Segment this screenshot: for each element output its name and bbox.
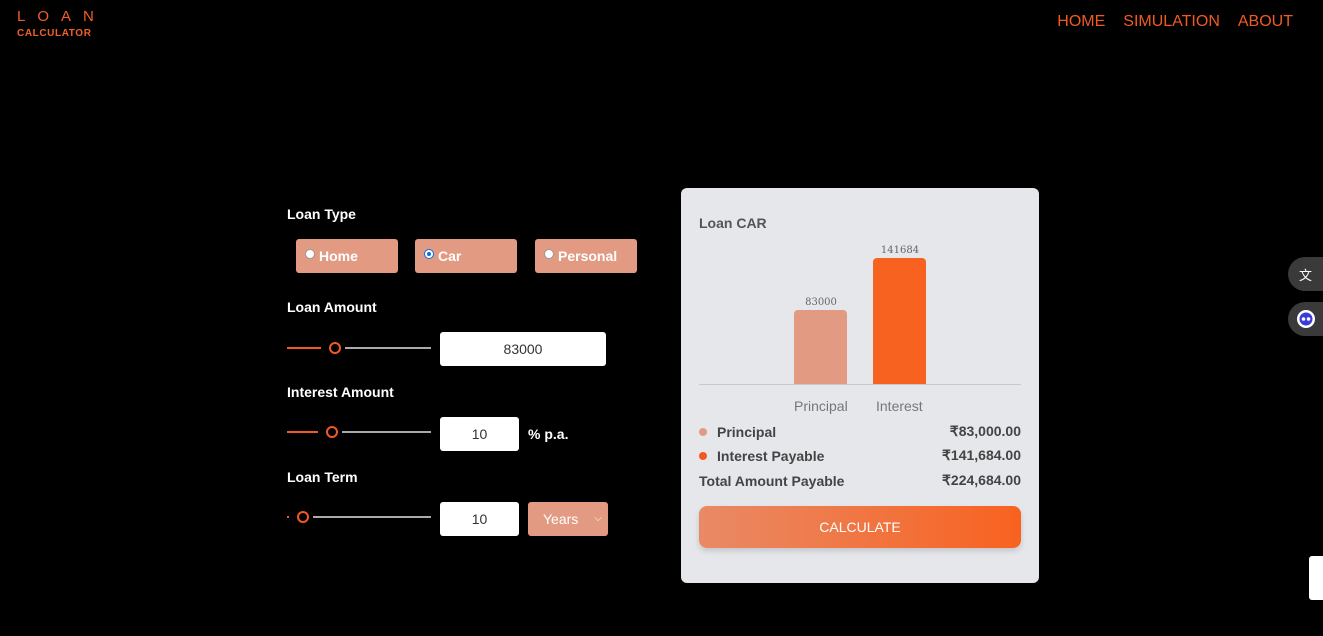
loan-term-slider[interactable]: [287, 510, 431, 524]
calculate-button[interactable]: CALCULATE: [699, 506, 1021, 548]
loan-term-input[interactable]: 10: [440, 502, 519, 536]
term-unit-value: Years: [543, 511, 579, 527]
slider-track: [342, 431, 431, 433]
interest-dot: [699, 451, 707, 460]
interest-row: Interest Payable ₹141,684.00: [699, 447, 1021, 464]
logo-sub: CALCULATOR: [17, 28, 92, 39]
loan-type-label: Loan Type: [287, 206, 356, 222]
x-axis-line: [699, 384, 1021, 385]
radio-personal[interactable]: [544, 249, 554, 259]
slider-fill: [287, 431, 318, 433]
translate-icon: 文: [1298, 267, 1312, 283]
assistant-widget[interactable]: [1288, 302, 1323, 336]
slider-fill: [287, 347, 321, 349]
slider-thumb[interactable]: [329, 342, 341, 354]
loan-type-home-label: Home: [319, 248, 358, 264]
loan-type-home[interactable]: Home: [296, 239, 398, 273]
bar-interest: [873, 258, 926, 384]
result-card: Loan CAR 83000 141684 Principal Interest…: [681, 188, 1039, 583]
nav-about[interactable]: ABOUT: [1237, 13, 1293, 30]
bar-principal: [794, 310, 847, 384]
chevron-down-icon: ⌵: [594, 513, 602, 524]
nav-simulation[interactable]: SIMULATION: [1123, 13, 1220, 30]
radio-car[interactable]: [424, 249, 434, 259]
radio-home[interactable]: [305, 249, 315, 259]
loan-type-personal-label: Personal: [558, 248, 618, 264]
interest-label: Interest Amount: [287, 384, 394, 400]
logo-main: LOAN: [17, 8, 106, 25]
principal-row-value: ₹83,000.00: [949, 423, 1021, 439]
translate-widget[interactable]: 文: [1288, 257, 1323, 291]
loan-amount-label: Loan Amount: [287, 299, 377, 315]
principal-dot: [699, 427, 707, 436]
data-label-principal: 83000: [805, 297, 837, 308]
slider-track: [345, 347, 431, 349]
bar-chart: 83000 141684: [699, 238, 1021, 418]
nav-home[interactable]: HOME: [1057, 13, 1106, 30]
slider-track: [313, 516, 431, 518]
interest-row-label: Interest Payable: [717, 447, 825, 464]
slider-fill: [287, 516, 289, 518]
data-label-interest: 141684: [880, 245, 920, 256]
loan-amount-input[interactable]: 83000: [440, 332, 606, 366]
card-title: Loan CAR: [699, 215, 767, 231]
logo[interactable]: LOAN CALCULATOR: [17, 9, 106, 40]
interest-row-value: ₹141,684.00: [942, 447, 1021, 463]
principal-row-label: Principal: [717, 423, 777, 440]
total-row-value: ₹224,684.00: [942, 472, 1021, 488]
principal-row: Principal ₹83,000.00: [699, 423, 1021, 440]
interest-input[interactable]: 10: [440, 417, 519, 451]
top-nav: HOME SIMULATION ABOUT: [1057, 13, 1293, 31]
slider-thumb[interactable]: [297, 511, 309, 523]
x-tick-principal: Principal: [794, 398, 848, 414]
interest-slider[interactable]: [287, 425, 431, 439]
assistant-icon: [1296, 310, 1315, 328]
x-tick-interest: Interest: [876, 398, 923, 414]
loan-type-personal[interactable]: Personal: [535, 239, 637, 273]
loan-type-car-label: Car: [438, 248, 462, 264]
term-unit-select[interactable]: Years ⌵: [528, 502, 608, 536]
interest-unit: % p.a.: [528, 426, 569, 442]
loan-amount-slider[interactable]: [287, 341, 431, 355]
loan-type-car[interactable]: Car: [415, 239, 517, 273]
slider-thumb[interactable]: [326, 426, 338, 438]
total-row: Total Amount Payable ₹224,684.00: [699, 472, 1021, 489]
side-tab[interactable]: [1309, 556, 1323, 600]
loan-term-label: Loan Term: [287, 469, 358, 485]
total-row-label: Total Amount Payable: [699, 472, 845, 489]
